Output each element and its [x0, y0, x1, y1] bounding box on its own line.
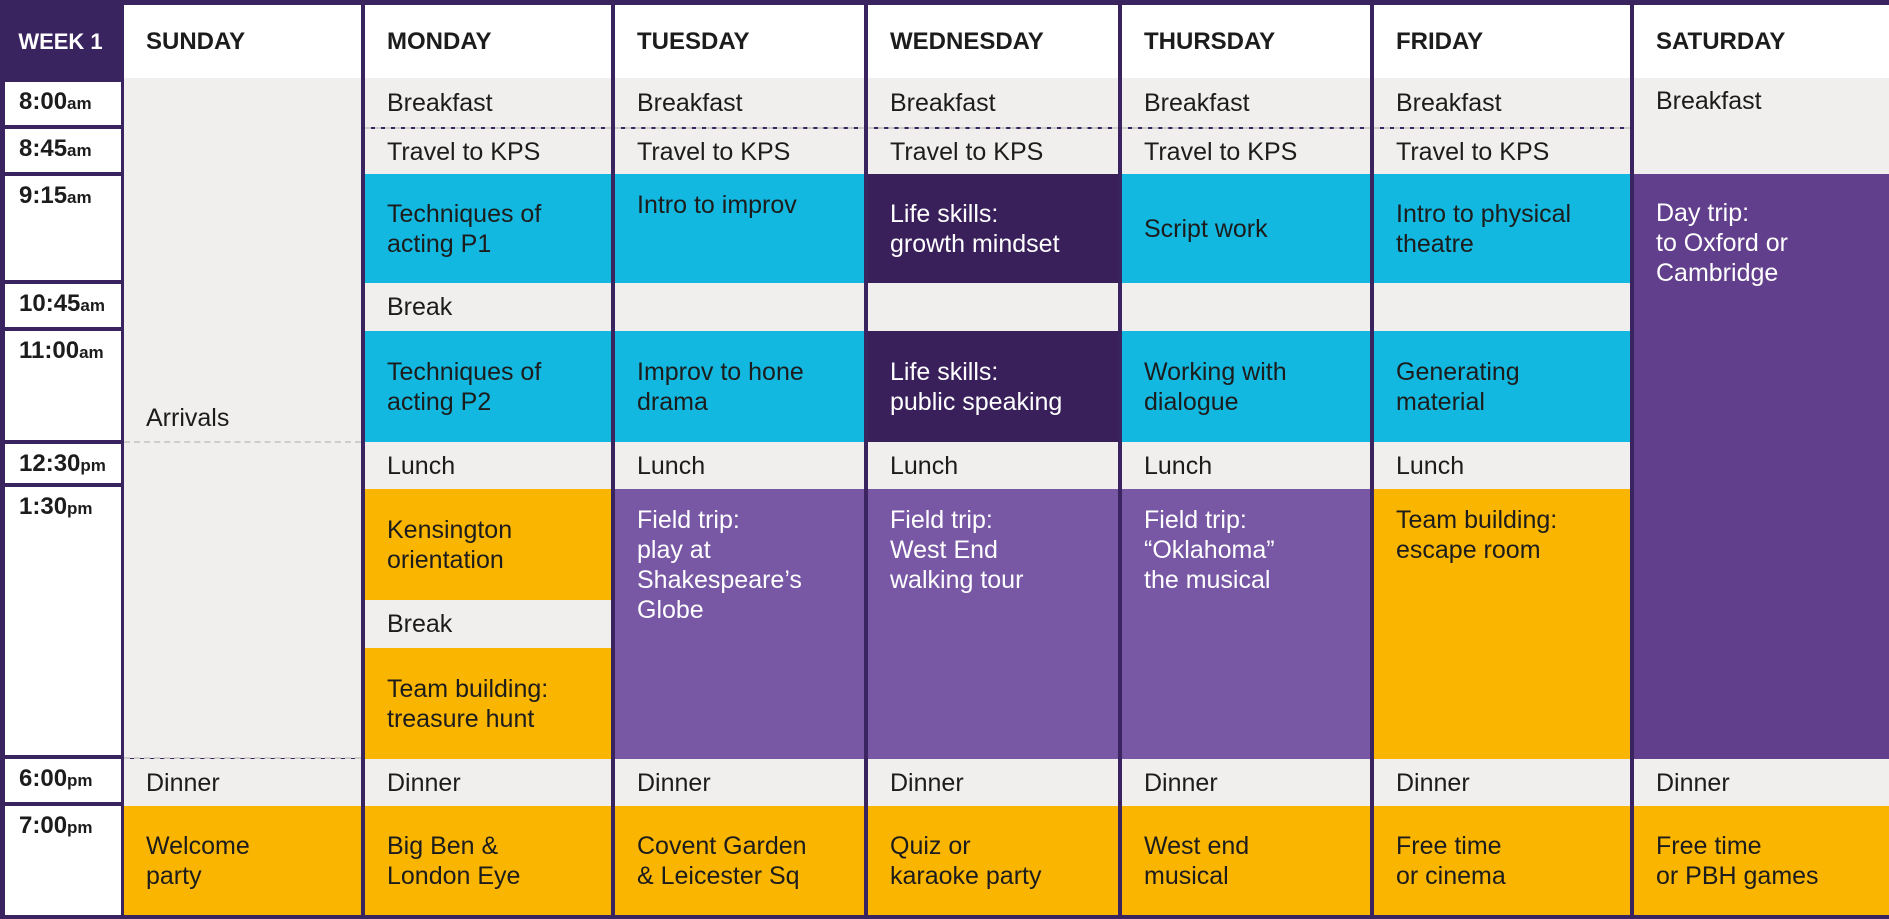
saturday-day-trip: Day trip: to Oxford or Cambridge	[1634, 174, 1889, 759]
friday-breakfast: Breakfast	[1374, 78, 1630, 127]
tuesday-travel: Travel to KPS	[615, 129, 864, 174]
friday-lunch: Lunch	[1374, 442, 1630, 489]
wednesday-evening: Quiz or karaoke party	[868, 806, 1118, 915]
dashed-divider	[1374, 127, 1630, 129]
thursday-breakfast: Breakfast	[1122, 78, 1370, 127]
tuesday-break-empty	[615, 283, 864, 331]
friday-evening: Free time or cinema	[1374, 806, 1630, 915]
friday-morning-1: Intro to physical theatre	[1374, 174, 1630, 283]
sunday-evening: Welcome party	[124, 806, 361, 915]
time-slot: 10:45am	[5, 284, 121, 327]
time-slot: 7:00pm	[5, 806, 121, 915]
day-header-thursday: THURSDAY	[1122, 5, 1370, 78]
day-header-tuesday: TUESDAY	[615, 5, 864, 78]
wednesday-morning-1: Life skills: growth mindset	[868, 174, 1118, 283]
dashed-divider	[124, 757, 361, 759]
friday-dinner: Dinner	[1374, 759, 1630, 806]
monday-evening: Big Ben & London Eye	[365, 806, 611, 915]
tuesday-lunch: Lunch	[615, 442, 864, 489]
wednesday-breakfast: Breakfast	[868, 78, 1118, 127]
monday-morning-2: Techniques of acting P2	[365, 331, 611, 442]
friday-travel: Travel to KPS	[1374, 129, 1630, 174]
dashed-divider	[615, 127, 864, 129]
monday-afternoon-1: Kensington orientation	[365, 489, 611, 600]
tuesday-dinner: Dinner	[615, 759, 864, 806]
wednesday-travel: Travel to KPS	[868, 129, 1118, 174]
monday-travel: Travel to KPS	[365, 129, 611, 174]
time-slot: 9:15am	[5, 176, 121, 280]
wednesday-break-empty	[868, 283, 1118, 331]
tuesday-breakfast: Breakfast	[615, 78, 864, 127]
time-slot: 1:30pm	[5, 487, 121, 755]
day-header-friday: FRIDAY	[1374, 5, 1630, 78]
wednesday-dinner: Dinner	[868, 759, 1118, 806]
week-label: WEEK 1	[0, 5, 121, 78]
monday-break: Break	[365, 283, 611, 331]
time-slot: 8:45am	[5, 129, 121, 172]
thursday-morning-2: Working with dialogue	[1122, 331, 1370, 442]
thursday-evening: West end musical	[1122, 806, 1370, 915]
tuesday-afternoon: Field trip: play at Shakespeare’s Globe	[615, 489, 864, 759]
time-slot: 8:00am	[5, 82, 121, 125]
monday-breakfast: Breakfast	[365, 78, 611, 127]
day-header-saturday: SATURDAY	[1634, 5, 1889, 78]
dashed-divider	[1122, 127, 1370, 129]
monday-dinner: Dinner	[365, 759, 611, 806]
wednesday-lunch: Lunch	[868, 442, 1118, 489]
sunday-dinner: Dinner	[124, 759, 361, 806]
day-header-wednesday: WEDNESDAY	[868, 5, 1118, 78]
thursday-lunch: Lunch	[1122, 442, 1370, 489]
monday-afternoon-2: Team building: treasure hunt	[365, 648, 611, 759]
wednesday-afternoon: Field trip: West End walking tour	[868, 489, 1118, 759]
saturday-breakfast: Breakfast	[1634, 78, 1889, 174]
tuesday-morning-2: Improv to hone drama	[615, 331, 864, 442]
thursday-dinner: Dinner	[1122, 759, 1370, 806]
dashed-divider	[868, 127, 1118, 129]
day-header-sunday: SUNDAY	[124, 5, 361, 78]
tuesday-evening: Covent Garden & Leicester Sq	[615, 806, 864, 915]
thursday-travel: Travel to KPS	[1122, 129, 1370, 174]
thursday-afternoon: Field trip: “Oklahoma” the musical	[1122, 489, 1370, 759]
time-slot: 12:30pm	[5, 444, 121, 483]
day-header-monday: MONDAY	[365, 5, 611, 78]
tuesday-morning-1: Intro to improv	[615, 174, 864, 283]
thursday-morning-1: Script work	[1122, 174, 1370, 283]
dashed-divider	[124, 441, 361, 443]
friday-morning-2: Generating material	[1374, 331, 1630, 442]
time-slot: 11:00am	[5, 331, 121, 440]
saturday-evening: Free time or PBH games	[1634, 806, 1889, 915]
monday-break-2: Break	[365, 600, 611, 648]
monday-lunch: Lunch	[365, 442, 611, 489]
sunday-arrivals: Arrivals	[124, 78, 361, 758]
saturday-dinner: Dinner	[1634, 759, 1889, 806]
friday-afternoon: Team building: escape room	[1374, 489, 1630, 759]
monday-morning-1: Techniques of acting P1	[365, 174, 611, 283]
dashed-divider	[365, 127, 611, 129]
wednesday-morning-2: Life skills: public speaking	[868, 331, 1118, 442]
friday-break-empty	[1374, 283, 1630, 331]
time-slot: 6:00pm	[5, 759, 121, 802]
thursday-break-empty	[1122, 283, 1370, 331]
